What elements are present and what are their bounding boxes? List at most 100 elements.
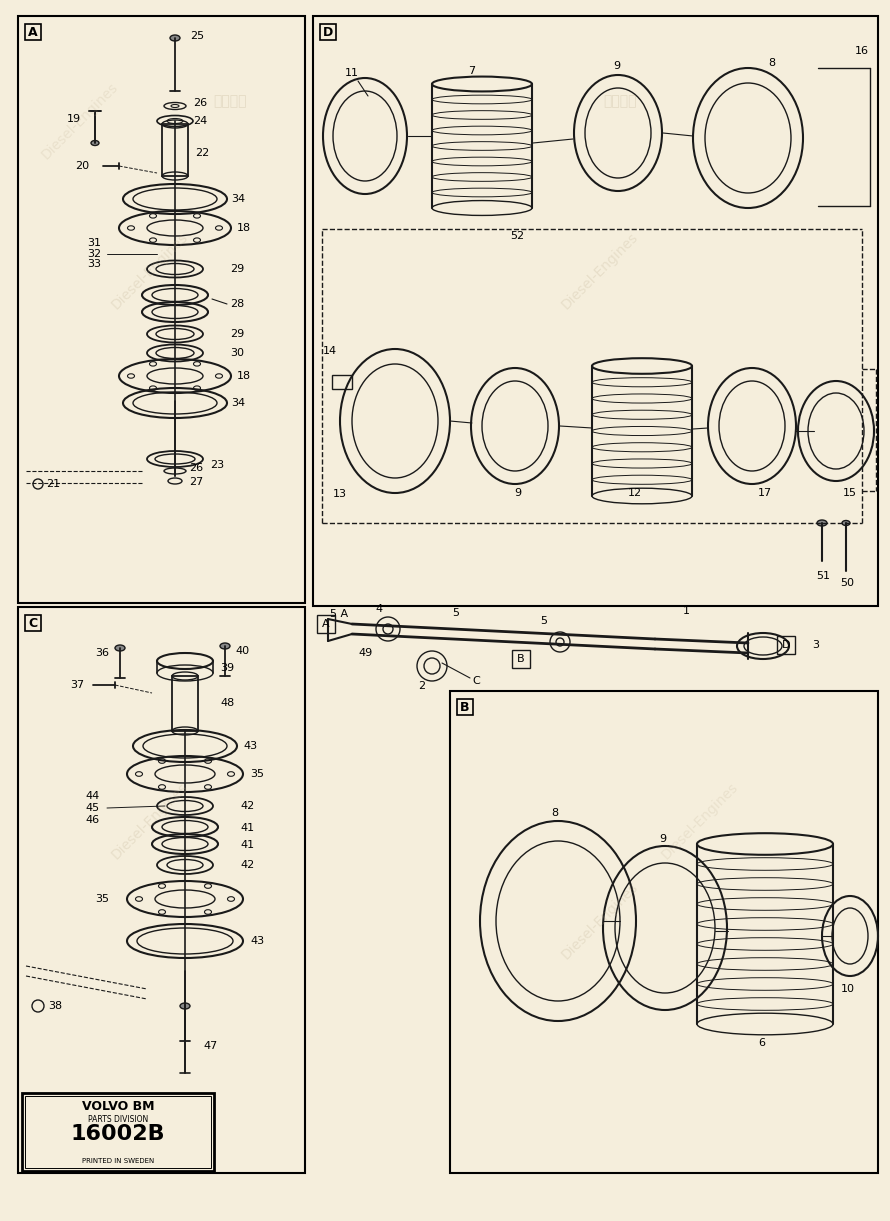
Bar: [25, 615, 41, 631]
Text: 20: 20: [75, 161, 89, 171]
Text: A: A: [322, 619, 330, 629]
Text: VOLVO BM: VOLVO BM: [82, 1100, 154, 1114]
Text: Diesel-Engines: Diesel-Engines: [109, 780, 191, 862]
Bar: [332, 375, 352, 389]
Bar: [512, 650, 530, 668]
Text: 27: 27: [189, 477, 203, 487]
Ellipse shape: [180, 1002, 190, 1009]
Text: 49: 49: [358, 648, 372, 658]
Text: B: B: [460, 701, 470, 713]
Text: 16002B: 16002B: [70, 1125, 166, 1144]
Text: 41: 41: [240, 823, 255, 833]
Text: 36: 36: [95, 648, 109, 658]
Text: 42: 42: [240, 860, 255, 871]
Text: C: C: [28, 617, 37, 630]
Text: 紧发动力: 紧发动力: [214, 94, 247, 107]
Text: 39: 39: [220, 663, 234, 673]
Text: 44: 44: [85, 791, 100, 801]
Text: 40: 40: [235, 646, 249, 656]
Text: 18: 18: [237, 371, 251, 381]
Text: 19: 19: [67, 114, 81, 125]
Text: 45: 45: [85, 803, 99, 813]
Text: 32: 32: [87, 249, 101, 259]
Text: PRINTED IN SWEDEN: PRINTED IN SWEDEN: [82, 1158, 154, 1164]
Ellipse shape: [220, 643, 230, 650]
Text: 24: 24: [193, 116, 207, 126]
Ellipse shape: [115, 645, 125, 651]
Text: 41: 41: [240, 840, 255, 850]
Bar: [777, 636, 795, 654]
Text: 7: 7: [468, 66, 475, 76]
Text: 31: 31: [87, 238, 101, 248]
Text: Diesel-Engines: Diesel-Engines: [559, 880, 641, 962]
Text: 50: 50: [840, 578, 854, 589]
Text: 14: 14: [323, 346, 337, 357]
Text: D: D: [781, 640, 790, 650]
Text: 38: 38: [48, 1001, 62, 1011]
Text: 43: 43: [243, 741, 257, 751]
Text: 26: 26: [189, 463, 203, 473]
Text: PARTS DIVISION: PARTS DIVISION: [88, 1116, 148, 1125]
Bar: [172, 676, 198, 731]
Bar: [317, 615, 335, 632]
Ellipse shape: [91, 140, 99, 145]
Text: 37: 37: [70, 680, 85, 690]
Text: 22: 22: [195, 148, 209, 158]
Text: 1: 1: [683, 606, 690, 617]
Text: 47: 47: [203, 1042, 217, 1051]
Text: 30: 30: [230, 348, 244, 358]
Text: 12: 12: [628, 488, 642, 498]
Text: 13: 13: [333, 488, 347, 499]
Text: C: C: [472, 676, 480, 686]
Text: 18: 18: [237, 223, 251, 233]
Text: 42: 42: [240, 801, 255, 811]
Ellipse shape: [842, 520, 850, 525]
Text: A: A: [28, 26, 37, 39]
Text: 28: 28: [230, 299, 244, 309]
Bar: [18, 607, 305, 1173]
Text: 34: 34: [231, 398, 245, 408]
Ellipse shape: [170, 35, 180, 42]
Ellipse shape: [817, 520, 827, 526]
Text: 8: 8: [552, 808, 559, 818]
Text: 21: 21: [46, 479, 61, 488]
Bar: [450, 691, 878, 1173]
Text: 52: 52: [510, 231, 524, 241]
Text: 9: 9: [659, 834, 667, 844]
Text: 51: 51: [816, 571, 830, 581]
Bar: [25, 24, 41, 40]
Text: Diesel-Engines: Diesel-Engines: [659, 780, 741, 862]
Bar: [162, 125, 188, 176]
Text: 46: 46: [85, 814, 99, 825]
Text: 15: 15: [843, 488, 857, 498]
Text: D: D: [323, 26, 333, 39]
Text: 29: 29: [230, 328, 244, 339]
Text: 25: 25: [190, 31, 204, 42]
Text: 5 A: 5 A: [330, 609, 348, 619]
Text: 11: 11: [345, 68, 359, 78]
Text: 10: 10: [841, 984, 855, 994]
Text: 3: 3: [812, 640, 819, 650]
Text: 紧发动力: 紧发动力: [603, 94, 636, 107]
Text: 35: 35: [95, 894, 109, 904]
Bar: [320, 24, 336, 40]
Text: 43: 43: [250, 937, 264, 946]
Text: 33: 33: [87, 259, 101, 269]
Bar: [25, 1096, 211, 1168]
Text: 26: 26: [193, 98, 207, 107]
Text: 9: 9: [514, 488, 522, 498]
Text: 23: 23: [210, 460, 224, 470]
Text: 16: 16: [855, 46, 869, 56]
Text: 5: 5: [540, 617, 547, 626]
Text: 48: 48: [220, 698, 234, 708]
Text: B: B: [517, 654, 525, 664]
Text: 29: 29: [230, 264, 244, 274]
Text: 5: 5: [452, 608, 459, 618]
Text: 9: 9: [613, 61, 620, 71]
Text: Diesel-Engines: Diesel-Engines: [559, 230, 641, 313]
Text: 4: 4: [375, 604, 382, 614]
Text: 35: 35: [250, 769, 264, 779]
Text: 6: 6: [758, 1038, 765, 1048]
Text: 34: 34: [231, 194, 245, 204]
Bar: [18, 16, 305, 603]
